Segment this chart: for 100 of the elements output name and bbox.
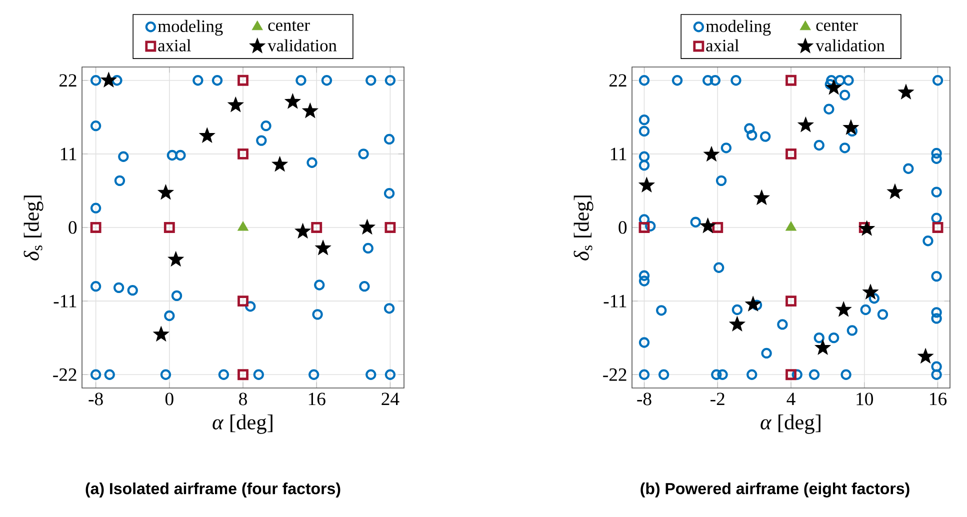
point xyxy=(704,146,720,162)
point xyxy=(384,303,395,314)
x-tick-label: 8 xyxy=(239,392,247,406)
point xyxy=(887,184,903,199)
point xyxy=(366,75,376,86)
point xyxy=(729,316,746,332)
point xyxy=(311,222,322,233)
point xyxy=(171,290,182,302)
y-tick-label: 22 xyxy=(609,74,626,87)
y-tick-label: 0 xyxy=(618,221,627,234)
point xyxy=(100,72,117,88)
point xyxy=(90,281,102,292)
point xyxy=(384,222,396,233)
point xyxy=(359,219,376,234)
point xyxy=(168,251,184,266)
point xyxy=(90,75,102,86)
x-tick-label: 0 xyxy=(165,392,174,406)
point xyxy=(359,281,370,292)
point xyxy=(786,74,796,86)
point xyxy=(238,369,248,380)
point xyxy=(112,75,122,86)
y-tick-label: -22 xyxy=(53,368,76,381)
legend-label: center xyxy=(816,20,858,31)
point xyxy=(212,75,223,86)
point xyxy=(158,184,174,200)
x-axis-title: α [deg] xyxy=(760,414,820,434)
point xyxy=(90,222,102,233)
point xyxy=(164,222,175,233)
point xyxy=(90,369,102,380)
point xyxy=(296,75,306,86)
x-tick-label: -8 xyxy=(88,392,103,406)
point xyxy=(786,148,796,160)
x-tick-label: -8 xyxy=(637,392,652,406)
point xyxy=(175,150,186,161)
y-tick-label: -11 xyxy=(54,294,76,308)
x-tick-label: -2 xyxy=(710,392,724,406)
point xyxy=(858,220,875,236)
point xyxy=(90,120,102,132)
point xyxy=(786,221,796,231)
point xyxy=(192,75,204,86)
point xyxy=(358,148,369,160)
point xyxy=(118,151,129,162)
legend-label: modeling xyxy=(706,20,771,36)
y-tick-label: 11 xyxy=(610,148,626,160)
x-tick-label: 16 xyxy=(308,392,326,406)
point xyxy=(302,102,318,118)
point xyxy=(306,157,318,168)
point xyxy=(308,369,320,380)
point xyxy=(932,222,944,233)
point xyxy=(284,94,301,109)
point xyxy=(362,242,374,254)
point xyxy=(314,280,325,290)
point xyxy=(384,369,396,380)
point xyxy=(245,301,256,312)
point xyxy=(918,348,934,364)
y-tick-label: 0 xyxy=(68,221,77,234)
point xyxy=(384,188,395,199)
point xyxy=(798,116,814,132)
point xyxy=(638,177,655,192)
point xyxy=(814,340,831,355)
legend-label: center xyxy=(268,20,310,31)
point xyxy=(164,310,175,322)
text: (a) Isolated airframe (four factors) xyxy=(86,482,340,498)
x-tick-label: 16 xyxy=(930,392,947,406)
point xyxy=(160,369,172,380)
x-axis-title: α [deg] xyxy=(212,414,272,434)
legend-label: axial xyxy=(706,39,739,52)
point xyxy=(238,148,248,160)
legend-label: modeling xyxy=(158,20,223,36)
point xyxy=(315,240,331,255)
y-tick-label: -22 xyxy=(603,368,626,381)
point xyxy=(113,282,124,294)
point xyxy=(898,84,914,100)
point xyxy=(384,134,395,145)
point xyxy=(228,96,244,112)
point xyxy=(90,202,102,214)
point xyxy=(153,326,170,342)
point xyxy=(218,369,230,380)
legend-label: validation xyxy=(816,39,885,52)
point xyxy=(238,296,248,307)
y-tick-label: 22 xyxy=(59,74,76,87)
point xyxy=(256,135,267,146)
point xyxy=(294,223,311,238)
point xyxy=(366,369,376,380)
y-tick-label: -11 xyxy=(604,294,626,308)
point xyxy=(786,296,796,307)
point xyxy=(166,150,178,161)
point xyxy=(321,75,332,86)
point xyxy=(260,120,272,132)
point xyxy=(272,156,288,172)
x-tick-label: 24 xyxy=(382,392,400,406)
point xyxy=(712,222,724,233)
point xyxy=(238,221,248,231)
point xyxy=(199,128,216,143)
x-tick-label: 4 xyxy=(786,392,796,405)
legend-label: validation xyxy=(268,39,337,52)
point xyxy=(114,175,126,186)
point xyxy=(754,190,770,205)
y-tick-label: 11 xyxy=(60,148,76,160)
text: (b) Powered airframe (eight factors) xyxy=(640,482,910,498)
